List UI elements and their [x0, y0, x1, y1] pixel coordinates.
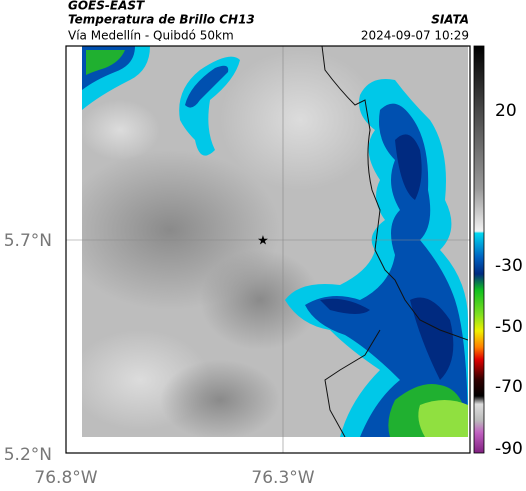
lat-label: 5.7°N	[4, 231, 52, 251]
colorbar-tick-label: -70	[495, 377, 523, 397]
datetime: 2024-09-07 10:29	[361, 29, 469, 43]
colorbar-ticks: 20 -30 -50 -70 -90	[495, 101, 523, 459]
source: SIATA	[431, 13, 469, 27]
colorbar-tick-label: -90	[495, 439, 523, 459]
colorbar-tick-label: -50	[495, 317, 523, 337]
satellite-image	[82, 46, 468, 437]
colorbar-tick-label: -30	[495, 256, 523, 276]
lon-label: 76.3°W	[251, 468, 314, 488]
location: Vía Medellín - Quibdó 50km	[68, 29, 234, 43]
location-marker: ★	[257, 234, 269, 249]
lat-label: 5.2°N	[4, 445, 52, 465]
map-frame	[65, 45, 471, 454]
lon-label: 76.8°W	[34, 468, 97, 488]
colorbar-tick-label: 20	[495, 101, 517, 121]
title: GOES-EAST	[68, 0, 145, 13]
colorbar	[473, 45, 485, 454]
subtitle: Temperatura de Brillo CH13	[68, 13, 255, 27]
